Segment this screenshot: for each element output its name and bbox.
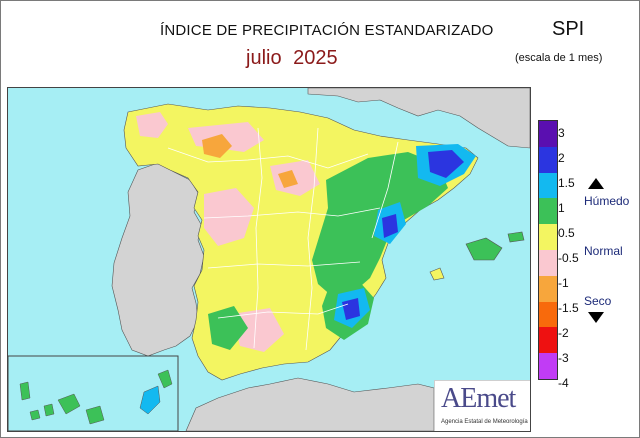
- green-zone-south: [208, 306, 248, 350]
- menorca-island: [507, 231, 525, 243]
- legend-swatch: [539, 353, 557, 379]
- canary-gomera: [43, 403, 55, 417]
- legend: 3 2 1.5 1 0.5 -0.5 -1 -1.5 -2 -3 -4 Húmedo Normal …: [536, 120, 636, 390]
- legend-swatch: [539, 146, 557, 173]
- legend-tick-label: -2: [558, 326, 569, 340]
- spi-map: AEmet Agencia Estatal de Meteorología: [7, 87, 531, 432]
- portugal-land: [111, 162, 205, 357]
- legend-swatch: [539, 249, 557, 276]
- canary-la-palma: [19, 381, 31, 401]
- dry-label: Seco: [584, 294, 612, 308]
- legend-swatch: [539, 275, 557, 302]
- legend-swatch: [539, 172, 557, 199]
- legend-tick-label: 3: [558, 126, 565, 140]
- legend-swatch: [539, 121, 557, 147]
- ibiza-island: [429, 267, 445, 281]
- region-borders: [167, 127, 399, 351]
- map-title: ÍNDICE DE PRECIPITACIÓN ESTANDARIZADO: [160, 22, 494, 39]
- legend-tick-label: 1: [558, 201, 565, 215]
- blue-zone-valencia: [382, 214, 398, 238]
- legend-swatch: [539, 224, 557, 250]
- dry-arrow-icon: [588, 312, 604, 323]
- france-land: [307, 88, 530, 149]
- legend-tick-label: -3: [558, 351, 569, 365]
- logo-tagline: Agencia Estatal de Meteorología: [441, 419, 528, 425]
- index-code: SPI: [552, 18, 585, 40]
- canary-gran-canaria: [85, 405, 105, 425]
- wet-arrow-icon: [588, 178, 604, 189]
- canary-tenerife: [57, 393, 81, 415]
- legend-tick-label: -1: [558, 276, 569, 290]
- legend-swatch: [539, 198, 557, 225]
- blue-zone-catalonia: [428, 150, 464, 178]
- pink-zone-north: [136, 112, 168, 138]
- spi-map-canvas: [8, 88, 530, 431]
- pink-zone-south: [232, 308, 284, 352]
- mallorca-island: [465, 237, 503, 261]
- normal-label: Normal: [584, 244, 623, 258]
- canary-lanzarote: [157, 369, 173, 389]
- aemet-logo: AEmet Agencia Estatal de Meteorología: [434, 380, 530, 431]
- legend-tick-label: 2: [558, 151, 565, 165]
- wet-label: Húmedo: [584, 194, 630, 208]
- canary-fuerteventura: [139, 385, 161, 415]
- orange-patch-2: [278, 170, 298, 188]
- legend-swatch: [539, 301, 557, 328]
- legend-tick-label: -4: [558, 376, 569, 390]
- blue-zone-murcia: [342, 298, 360, 320]
- canary-el-hierro: [29, 409, 41, 421]
- map-period: julio 2025: [246, 47, 338, 69]
- legend-tick-label: 1.5: [558, 176, 575, 190]
- legend-color-bar: [538, 120, 558, 380]
- legend-swatch: [539, 327, 557, 354]
- scale-note: (escala de 1 mes): [515, 52, 603, 64]
- logo-name: AEmet: [441, 383, 516, 414]
- legend-tick-label: -1.5: [558, 301, 579, 315]
- legend-tick-label: -0.5: [558, 251, 579, 265]
- legend-tick-label: 0.5: [558, 226, 575, 240]
- orange-patch-1: [202, 134, 232, 158]
